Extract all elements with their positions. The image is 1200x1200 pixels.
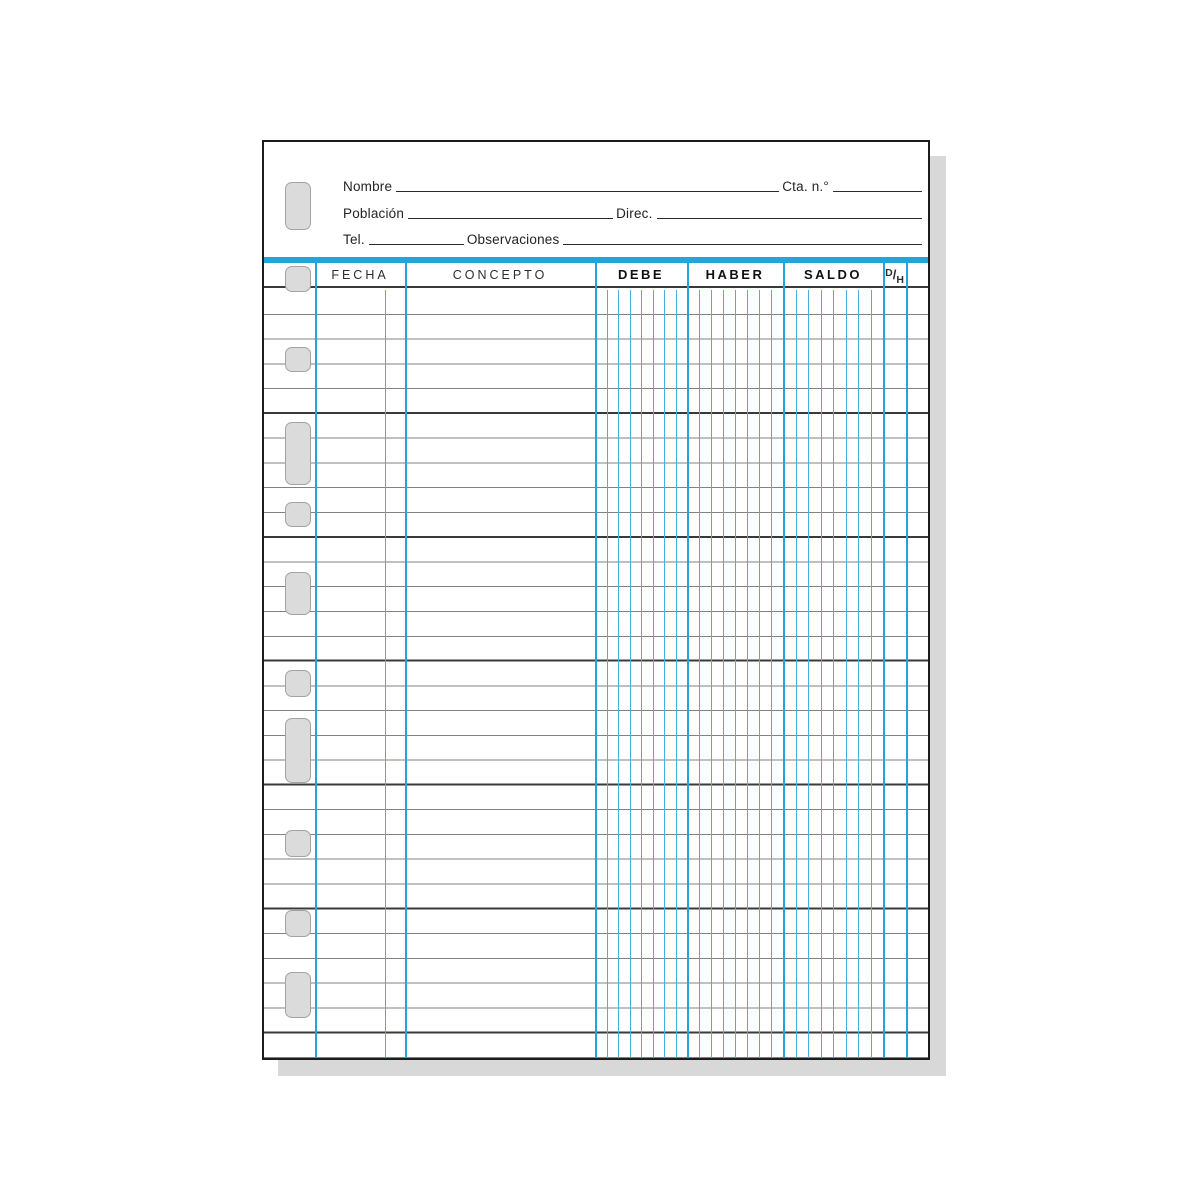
punch-hole xyxy=(285,347,311,372)
punch-hole xyxy=(285,182,311,230)
punch-hole xyxy=(285,266,311,292)
punch-hole xyxy=(285,910,311,937)
digit-cell-line xyxy=(795,290,797,1058)
column-divider-haber-left xyxy=(687,263,689,1058)
digit-cell-line xyxy=(870,290,872,1058)
punch-hole xyxy=(285,830,311,857)
header-row-name: Nombre Cta. n.° xyxy=(343,177,925,195)
digit-cell-line xyxy=(833,290,834,1058)
column-header-fecha: FECHA xyxy=(331,268,389,282)
direc-label: Direc. xyxy=(616,206,653,221)
digit-cell-line xyxy=(652,290,654,1058)
punch-hole xyxy=(285,422,311,485)
poblacion-fill-line xyxy=(408,218,614,219)
cta-label: Cta. n.° xyxy=(782,179,829,194)
digit-cell-line xyxy=(618,290,619,1058)
column-divider-debe-left xyxy=(595,263,597,1058)
column-header-debe: DEBE xyxy=(617,267,665,282)
digit-cell-line xyxy=(606,290,608,1058)
column-header-concepto: CONCEPTO xyxy=(452,268,548,282)
punch-hole xyxy=(285,718,311,783)
nombre-label: Nombre xyxy=(343,179,393,194)
header-divider-band xyxy=(264,257,928,263)
digit-cell-line xyxy=(747,290,748,1058)
digit-cell-line xyxy=(820,290,822,1058)
nombre-fill-line xyxy=(396,191,780,192)
column-header-dh: D/H xyxy=(885,266,904,286)
digit-cell-line xyxy=(664,290,665,1058)
fecha-subdivider-line xyxy=(385,290,386,1058)
punch-hole xyxy=(285,572,311,615)
ledger-sheet: Nombre Cta. n.° Población Direc. Tel. Ob… xyxy=(262,140,930,1060)
column-divider-dh-left xyxy=(883,263,885,1058)
header-row-city: Población Direc. xyxy=(343,204,925,222)
observaciones-label: Observaciones xyxy=(466,232,560,247)
punch-hole xyxy=(285,502,311,527)
punch-hole xyxy=(285,670,311,697)
digit-cell-line xyxy=(808,290,809,1058)
punch-hole xyxy=(285,972,311,1018)
digit-cell-line xyxy=(858,290,859,1058)
tel-label: Tel. xyxy=(343,232,365,247)
digit-cell-line xyxy=(675,290,677,1058)
digit-cell-line xyxy=(771,290,772,1058)
digit-cell-line xyxy=(735,290,736,1058)
digit-cell-line xyxy=(845,290,847,1058)
column-divider-fecha-left xyxy=(315,263,317,1058)
column-divider-concepto-left xyxy=(405,263,407,1058)
digit-cell-line xyxy=(759,290,760,1058)
digit-cell-line xyxy=(711,290,712,1058)
header-row-phone: Tel. Observaciones xyxy=(343,230,925,248)
column-divider-right-margin xyxy=(906,263,908,1058)
tel-fill-line xyxy=(368,244,464,245)
cta-fill-line xyxy=(833,191,922,192)
digit-cell-line xyxy=(699,290,700,1058)
digit-cell-line xyxy=(641,290,642,1058)
observaciones-fill-line xyxy=(563,244,922,245)
digit-cell-line xyxy=(629,290,631,1058)
column-header-haber: HABER xyxy=(705,267,765,282)
column-header-saldo: SALDO xyxy=(804,267,862,282)
poblacion-label: Población xyxy=(343,206,405,221)
column-divider-saldo-left xyxy=(783,263,785,1058)
direc-fill-line xyxy=(656,218,922,219)
digit-cell-line xyxy=(723,290,724,1058)
